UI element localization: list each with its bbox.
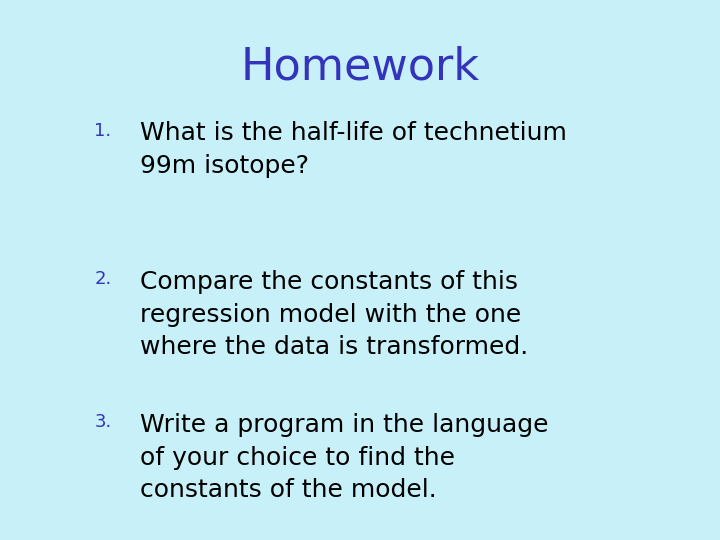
Text: Compare the constants of this
regression model with the one
where the data is tr: Compare the constants of this regression… [140, 270, 528, 359]
Text: 3.: 3. [94, 413, 112, 431]
Text: Write a program in the language
of your choice to find the
constants of the mode: Write a program in the language of your … [140, 413, 549, 502]
Text: 2.: 2. [94, 270, 112, 288]
Text: Homework: Homework [240, 46, 480, 89]
Text: What is the half-life of technetium
99m isotope?: What is the half-life of technetium 99m … [140, 122, 567, 178]
Text: 1.: 1. [94, 122, 112, 139]
